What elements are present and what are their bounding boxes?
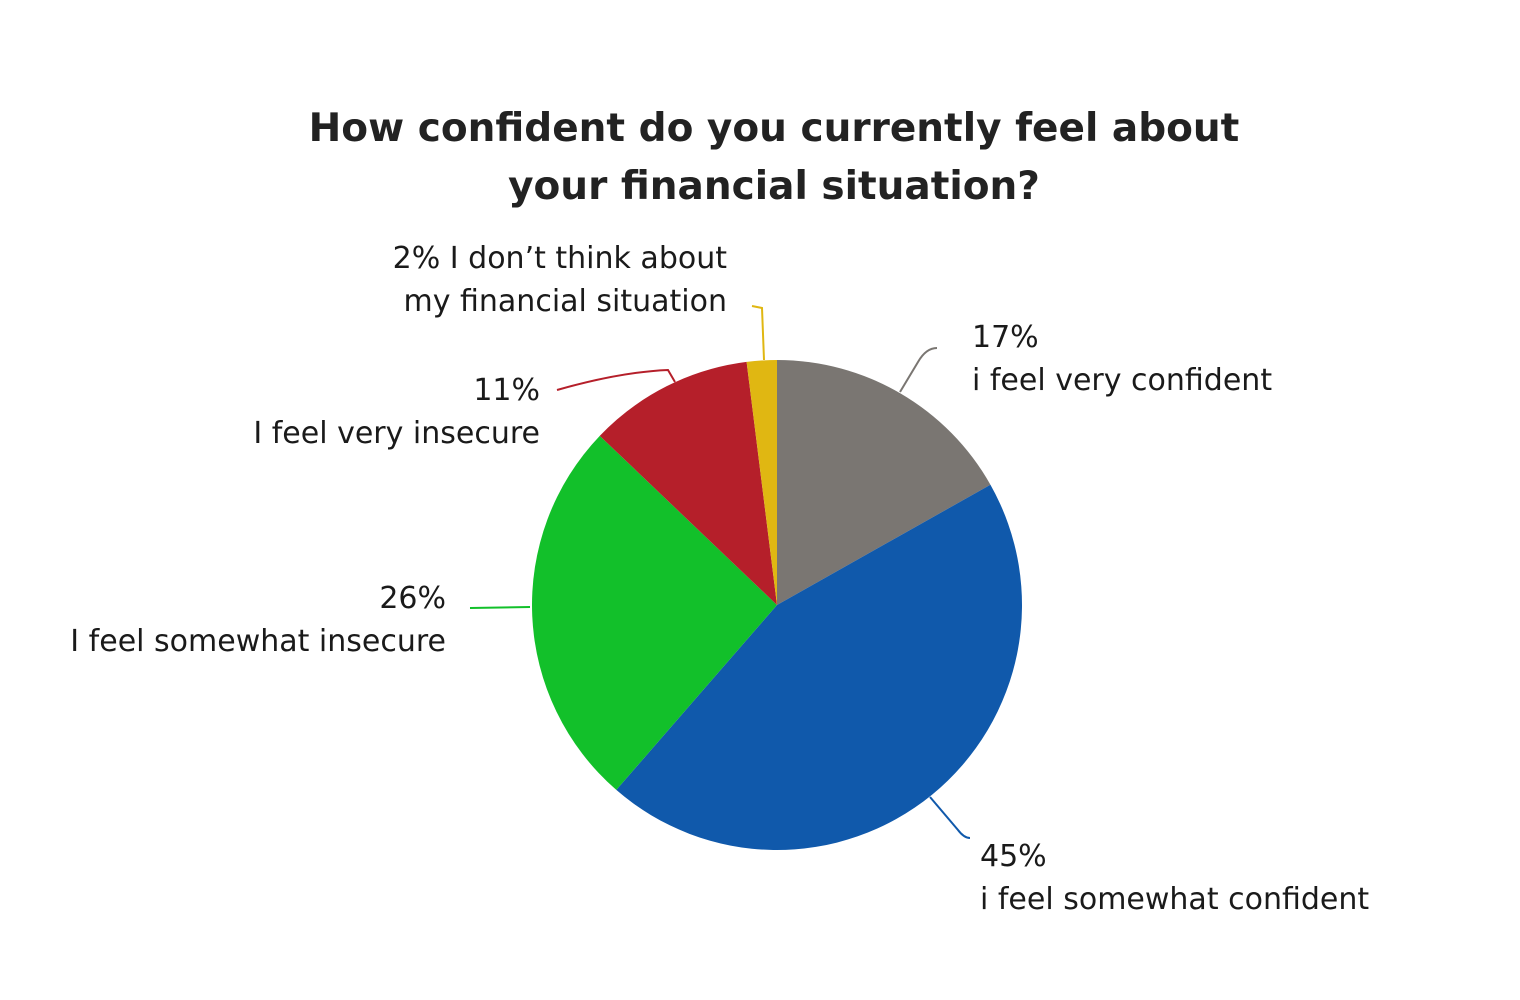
slice-label: i feel somewhat confident [980, 882, 1370, 917]
label-somewhat-insecure: 26% I feel somewhat insecure [70, 577, 446, 663]
title-line-1: How confident do you currently feel abou… [308, 106, 1240, 151]
slice-label: my financial situation [403, 284, 728, 319]
pie-slice-3 [599, 361, 777, 605]
title-line-2: your financial situation? [508, 164, 1040, 209]
pct-label: 45% [980, 839, 1047, 874]
pct-label: 17% [972, 320, 1039, 355]
pct-label: 26% [379, 581, 446, 616]
label-somewhat-confident: 45% i feel somewhat confident [980, 835, 1369, 921]
pie-slice-2 [531, 435, 777, 790]
leader-line-3 [556, 368, 676, 391]
pie-slice-1 [616, 484, 1023, 851]
pie-slice-4 [746, 360, 777, 605]
label-very-insecure: 11% I feel very insecure [253, 369, 540, 455]
pct-label: 2% I don’t think about [392, 241, 727, 276]
label-very-confident: 17% i feel very confident [972, 316, 1272, 402]
slice-label: I feel very insecure [253, 416, 540, 451]
leader-line-4 [751, 305, 765, 361]
slice-label: i feel very confident [972, 363, 1273, 398]
label-dont-think: 2% I don’t think about my financial situ… [393, 237, 727, 323]
leader-line-1 [929, 796, 971, 839]
pie-slice-0 [777, 360, 991, 605]
slice-label: I feel somewhat insecure [70, 624, 446, 659]
pct-label: 11% [473, 373, 540, 408]
leader-line-2 [469, 606, 531, 609]
chart-title: How confident do you currently feel abou… [0, 100, 1520, 216]
leader-line-0 [899, 347, 938, 393]
